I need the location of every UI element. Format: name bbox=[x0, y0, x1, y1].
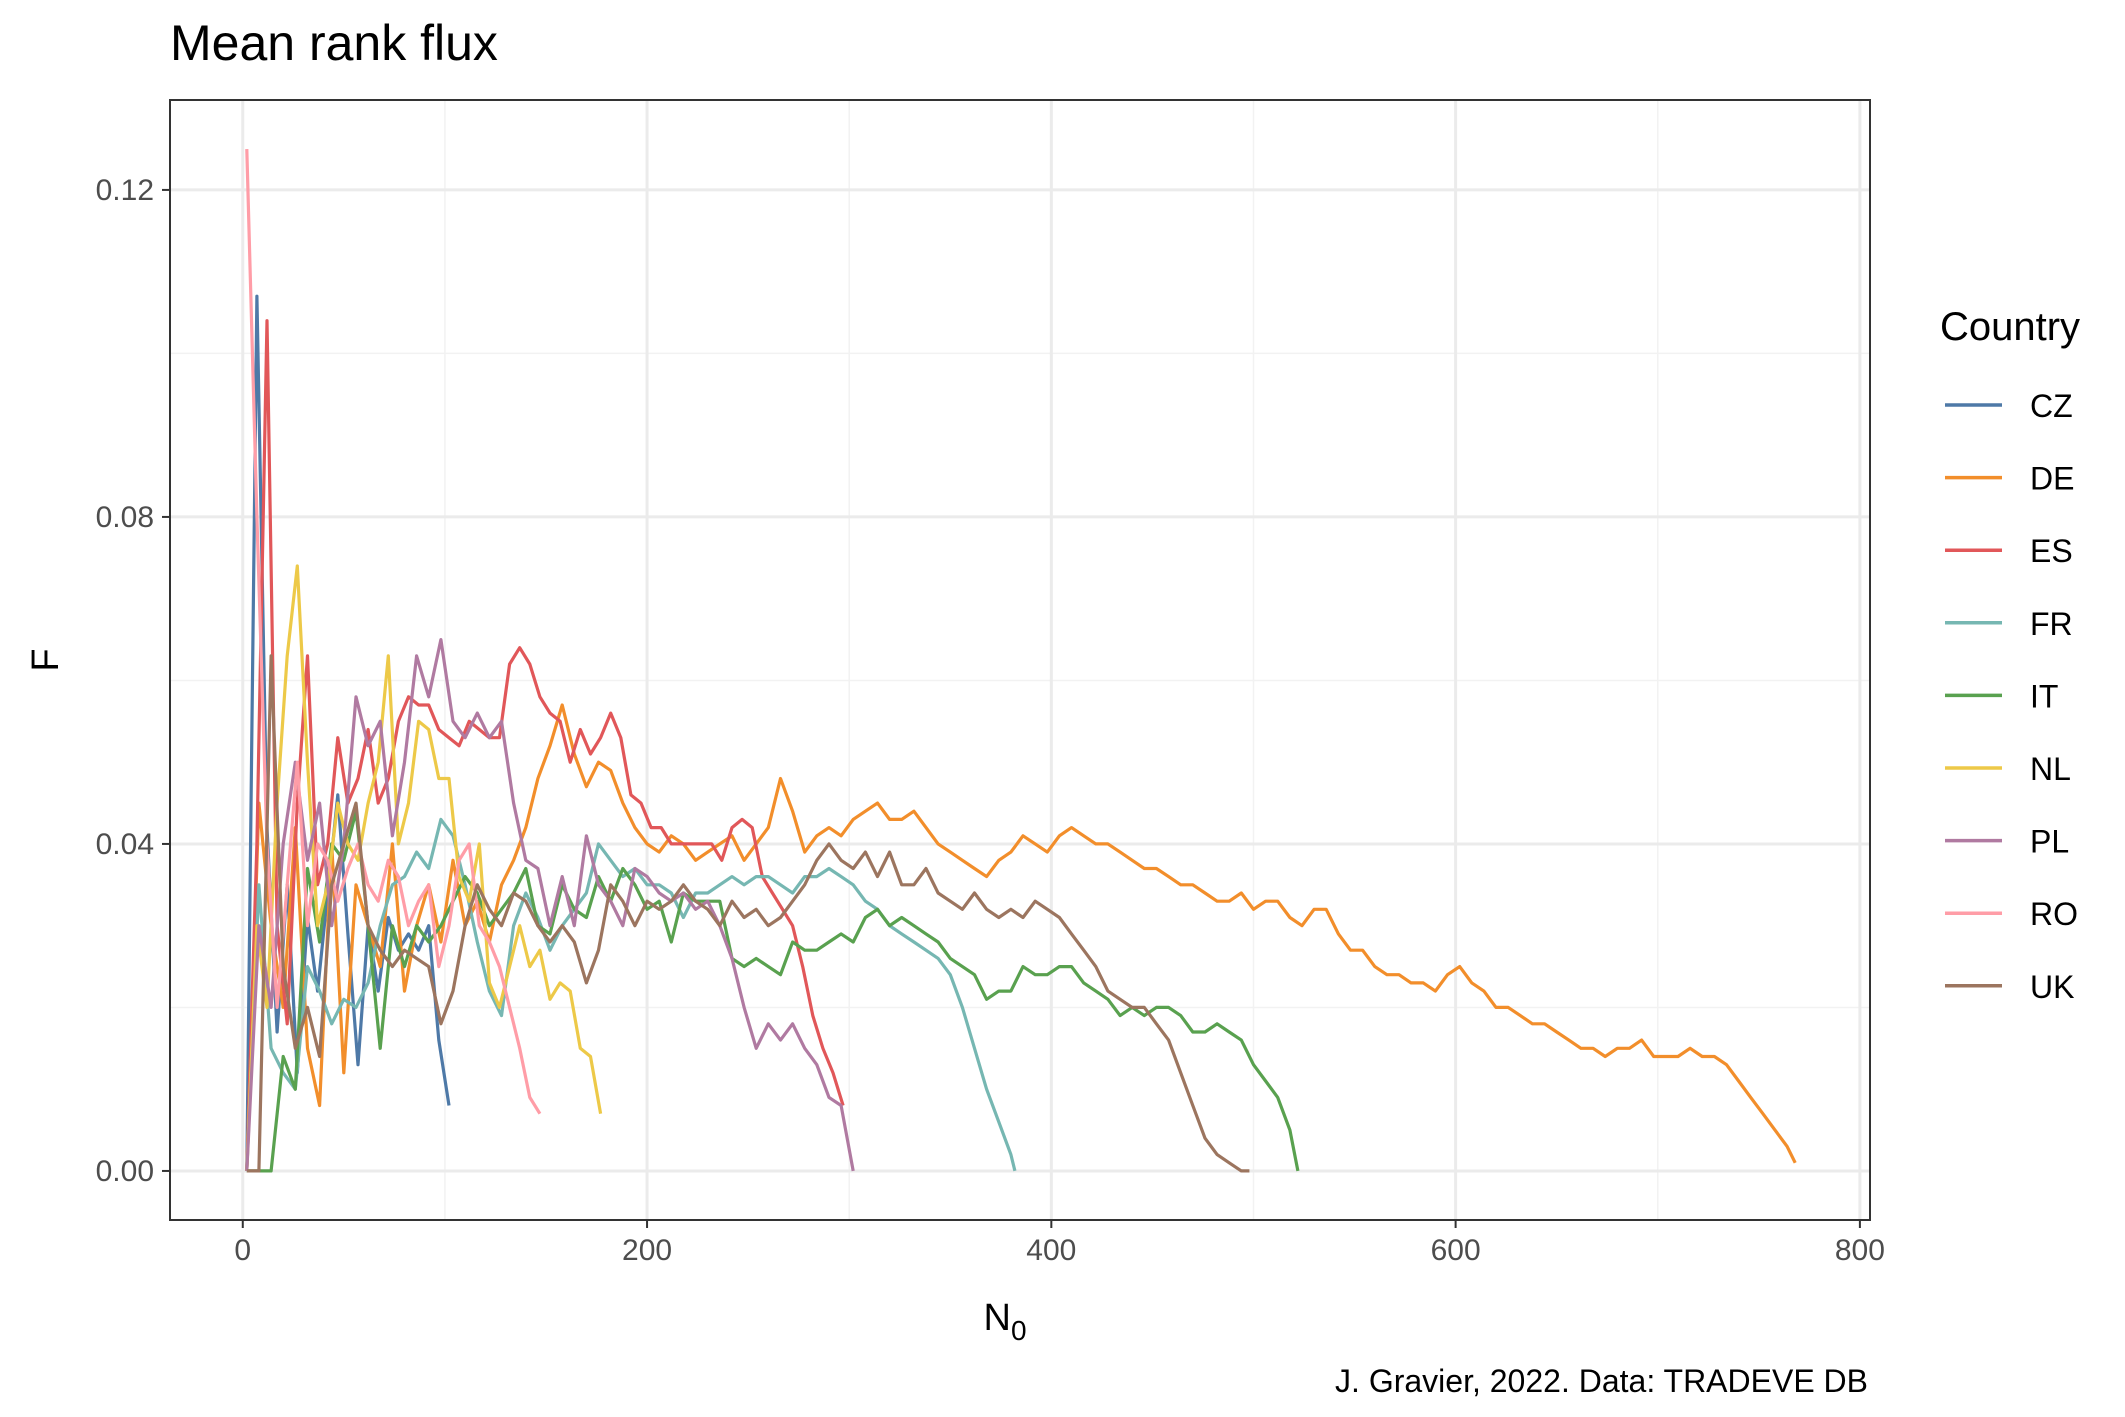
legend-label-uk: UK bbox=[2030, 969, 2074, 1005]
y-tick-label: 0.04 bbox=[96, 828, 154, 861]
legend-label-es: ES bbox=[2030, 533, 2073, 569]
y-tick-label: 0.00 bbox=[96, 1155, 154, 1188]
x-axis-title: N0 bbox=[983, 1297, 1026, 1346]
legend-label-it: IT bbox=[2030, 678, 2058, 714]
chart-title: Mean rank flux bbox=[170, 15, 498, 71]
legend: CZ DE ES FR IT NL PL RO UK bbox=[1945, 388, 2078, 1005]
series-line-it bbox=[246, 809, 1300, 1173]
series-line-nl bbox=[245, 564, 603, 1171]
legend-label-cz: CZ bbox=[2030, 388, 2073, 424]
y-tick-label: 0.08 bbox=[96, 501, 154, 534]
series-line-uk bbox=[246, 654, 1250, 1173]
series-line-pl bbox=[245, 637, 855, 1172]
legend-label-ro: RO bbox=[2030, 896, 2078, 932]
y-tick-label: 0.12 bbox=[96, 174, 154, 207]
x-tick-label: 0 bbox=[234, 1234, 251, 1267]
series-layer bbox=[245, 149, 1797, 1173]
legend-label-fr: FR bbox=[2030, 606, 2073, 642]
legend-label-nl: NL bbox=[2030, 751, 2071, 787]
x-tick-label: 600 bbox=[1431, 1234, 1481, 1267]
x-axis: 0 200 400 600 800 bbox=[234, 1220, 1885, 1267]
chart-caption: J. Gravier, 2022. Data: TRADEVE DB bbox=[1335, 1363, 1868, 1399]
y-axis-title: F bbox=[25, 648, 67, 671]
series-line-de bbox=[245, 703, 1797, 1171]
x-tick-label: 200 bbox=[622, 1234, 672, 1267]
legend-title: Country bbox=[1940, 305, 2080, 349]
y-axis: 0.00 0.04 0.08 0.12 bbox=[96, 174, 170, 1188]
legend-label-pl: PL bbox=[2030, 824, 2069, 860]
series-line-ro bbox=[245, 149, 542, 1115]
x-axis-title-main: N bbox=[983, 1297, 1010, 1339]
x-tick-label: 400 bbox=[1026, 1234, 1076, 1267]
x-tick-label: 800 bbox=[1835, 1234, 1885, 1267]
grid bbox=[170, 100, 1870, 1220]
legend-label-de: DE bbox=[2030, 461, 2074, 497]
x-axis-title-subscript: 0 bbox=[1011, 1315, 1027, 1346]
series-line-es bbox=[245, 319, 845, 1171]
plot-panel-border bbox=[169, 99, 1871, 1221]
